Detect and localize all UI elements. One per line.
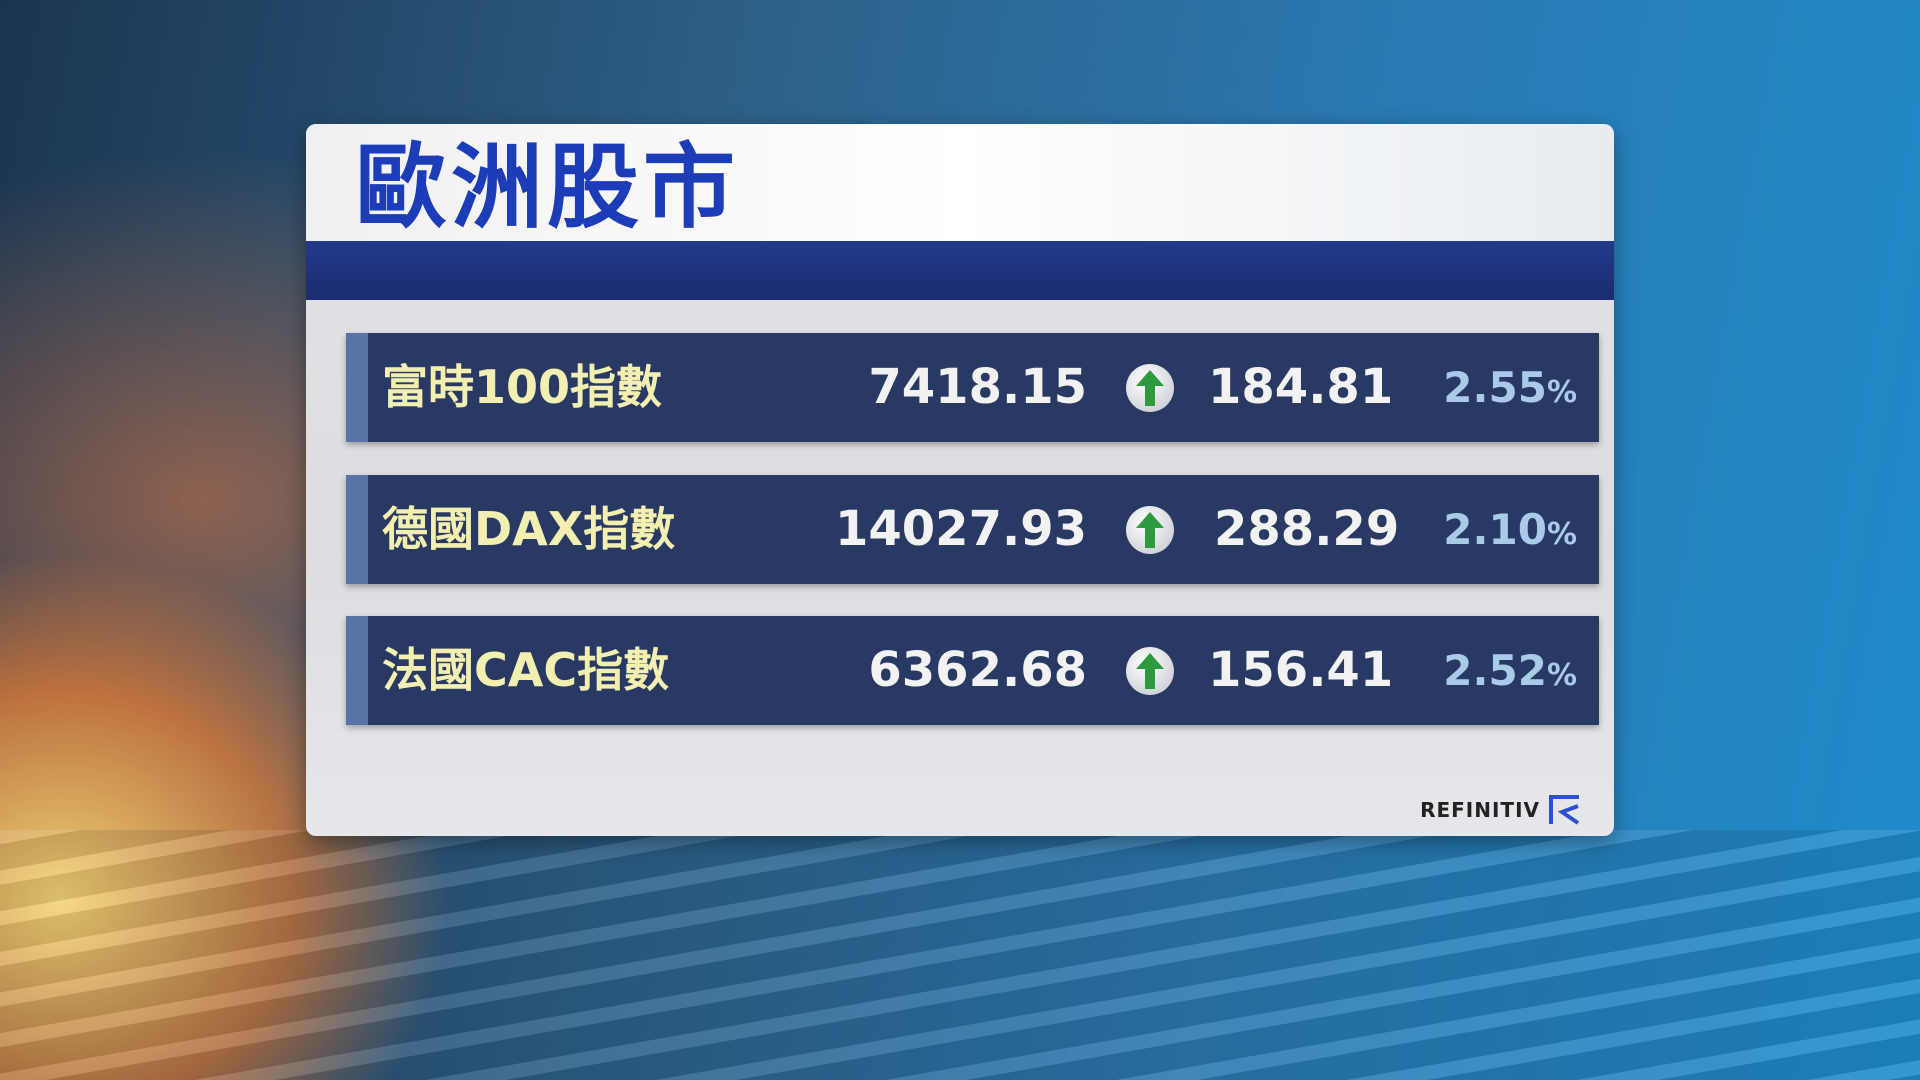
title-band: 歐洲股市 [306,124,1614,241]
index-name: 富時100指數 [382,360,663,414]
up-arrow-icon [1126,647,1174,695]
up-arrow-icon [1126,364,1174,412]
percent-value: 2.10 [1443,505,1547,554]
market-panel: 歐洲股市 富時100指數 7418.15 184.81 2.55% 德國DAX指… [306,124,1614,836]
index-row-cac: 法國CAC指數 6362.68 156.41 2.52% [346,616,1599,725]
refinitiv-mark-icon [1549,795,1580,825]
percent-value: 2.55 [1443,363,1547,412]
title-underline-band [306,241,1614,300]
up-arrow-icon [1126,506,1174,554]
background-floor [0,830,1920,1080]
logo-text: REFINITIV [1420,798,1540,822]
percent-sign: % [1546,517,1577,552]
percent-sign: % [1546,658,1577,693]
index-row-dax: 德國DAX指數 14027.93 288.29 2.10% [346,475,1599,584]
index-name: 德國DAX指數 [382,502,676,556]
index-change: 288.29 [1214,501,1400,557]
index-percent: 2.10% [1443,475,1577,589]
index-value: 6362.68 [868,642,1087,698]
index-value: 7418.15 [868,359,1087,415]
refinitiv-logo: REFINITIV [1420,794,1582,826]
index-row-ftse: 富時100指數 7418.15 184.81 2.55% [346,333,1599,442]
index-percent: 2.55% [1443,333,1577,447]
index-change: 156.41 [1208,642,1394,698]
percent-value: 2.52 [1443,646,1547,695]
index-change: 184.81 [1208,359,1394,415]
index-percent: 2.52% [1443,616,1577,730]
index-value: 14027.93 [834,501,1087,557]
page-title: 歐洲股市 [355,134,740,241]
index-name: 法國CAC指數 [382,643,670,697]
percent-sign: % [1546,375,1577,410]
